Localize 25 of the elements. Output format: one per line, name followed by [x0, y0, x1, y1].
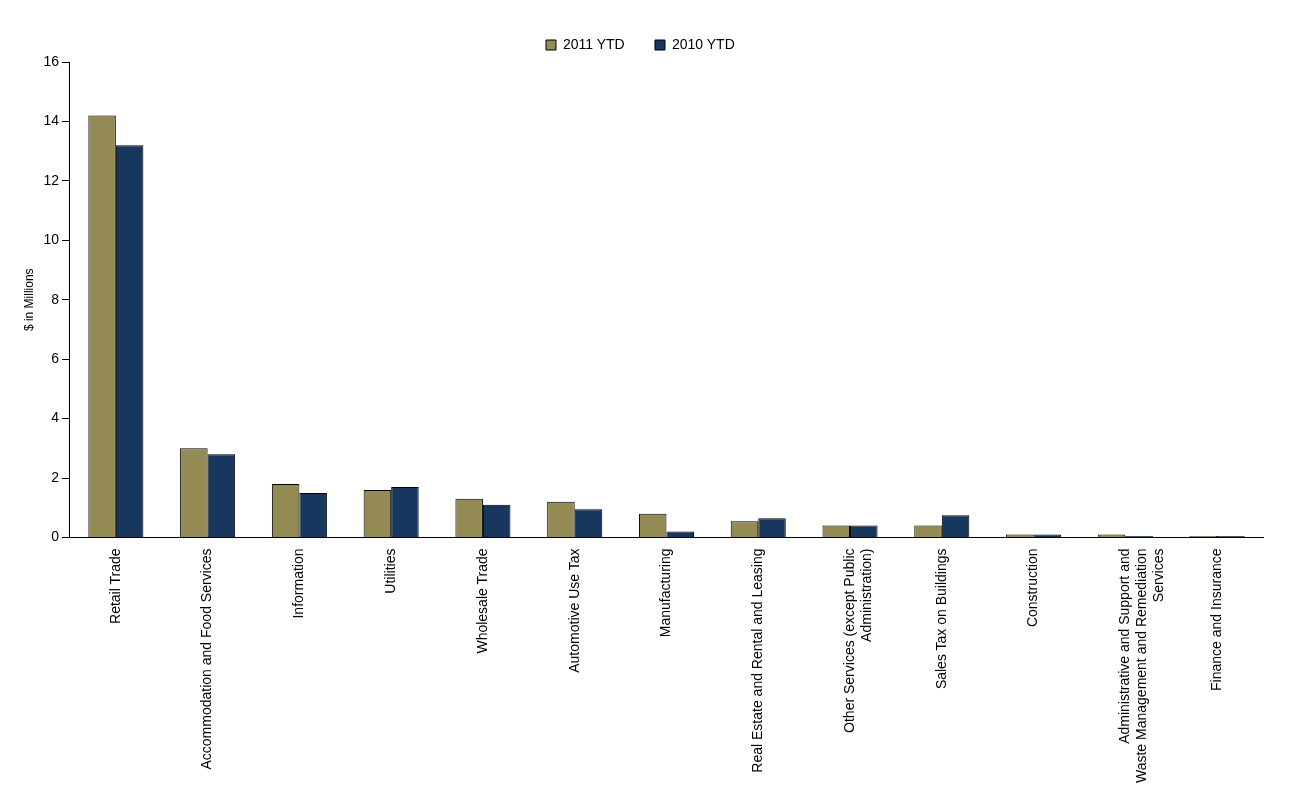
x-tick-label: Accommodation and Food Services — [198, 548, 215, 770]
x-tick-label: Automotive Use Tax — [565, 548, 582, 673]
y-tick-label: 4 — [51, 409, 60, 426]
y-tick-label: 6 — [51, 350, 60, 367]
y-tick-label: 12 — [43, 171, 60, 188]
x-tick-label: Other Services (except Public Administration) — [840, 548, 874, 733]
x-tick-label: Administrative and Support and Waste Management and Remediation Services — [1116, 548, 1166, 783]
y-tick-label: 14 — [43, 112, 60, 129]
y-axis-title: $ in Millions — [21, 268, 36, 332]
y-tick-label: 0 — [51, 528, 60, 545]
x-tick-label: Information — [290, 548, 307, 619]
x-tick-label: Wholesale Trade — [473, 548, 490, 654]
y-tick-label: 10 — [43, 231, 60, 248]
x-tick-label: Manufacturing — [657, 548, 674, 638]
legend-label: 2011 YTD — [562, 35, 625, 52]
x-tick-label: Construction — [1024, 548, 1041, 628]
y-tick-label: 16 — [43, 52, 60, 69]
legend-label: 2010 YTD — [671, 35, 735, 52]
x-tick-label: Utilities — [382, 548, 399, 594]
y-tick-label: 8 — [51, 290, 60, 307]
x-tick-label: Sales Tax on Buildings — [932, 548, 949, 690]
x-tick-label: Real Estate and Rental and Leasing — [749, 548, 766, 773]
y-tick-label: 2 — [51, 468, 60, 485]
x-tick-label: Finance and Insurance — [1207, 548, 1224, 691]
x-tick-label: Retail Trade — [106, 548, 123, 624]
